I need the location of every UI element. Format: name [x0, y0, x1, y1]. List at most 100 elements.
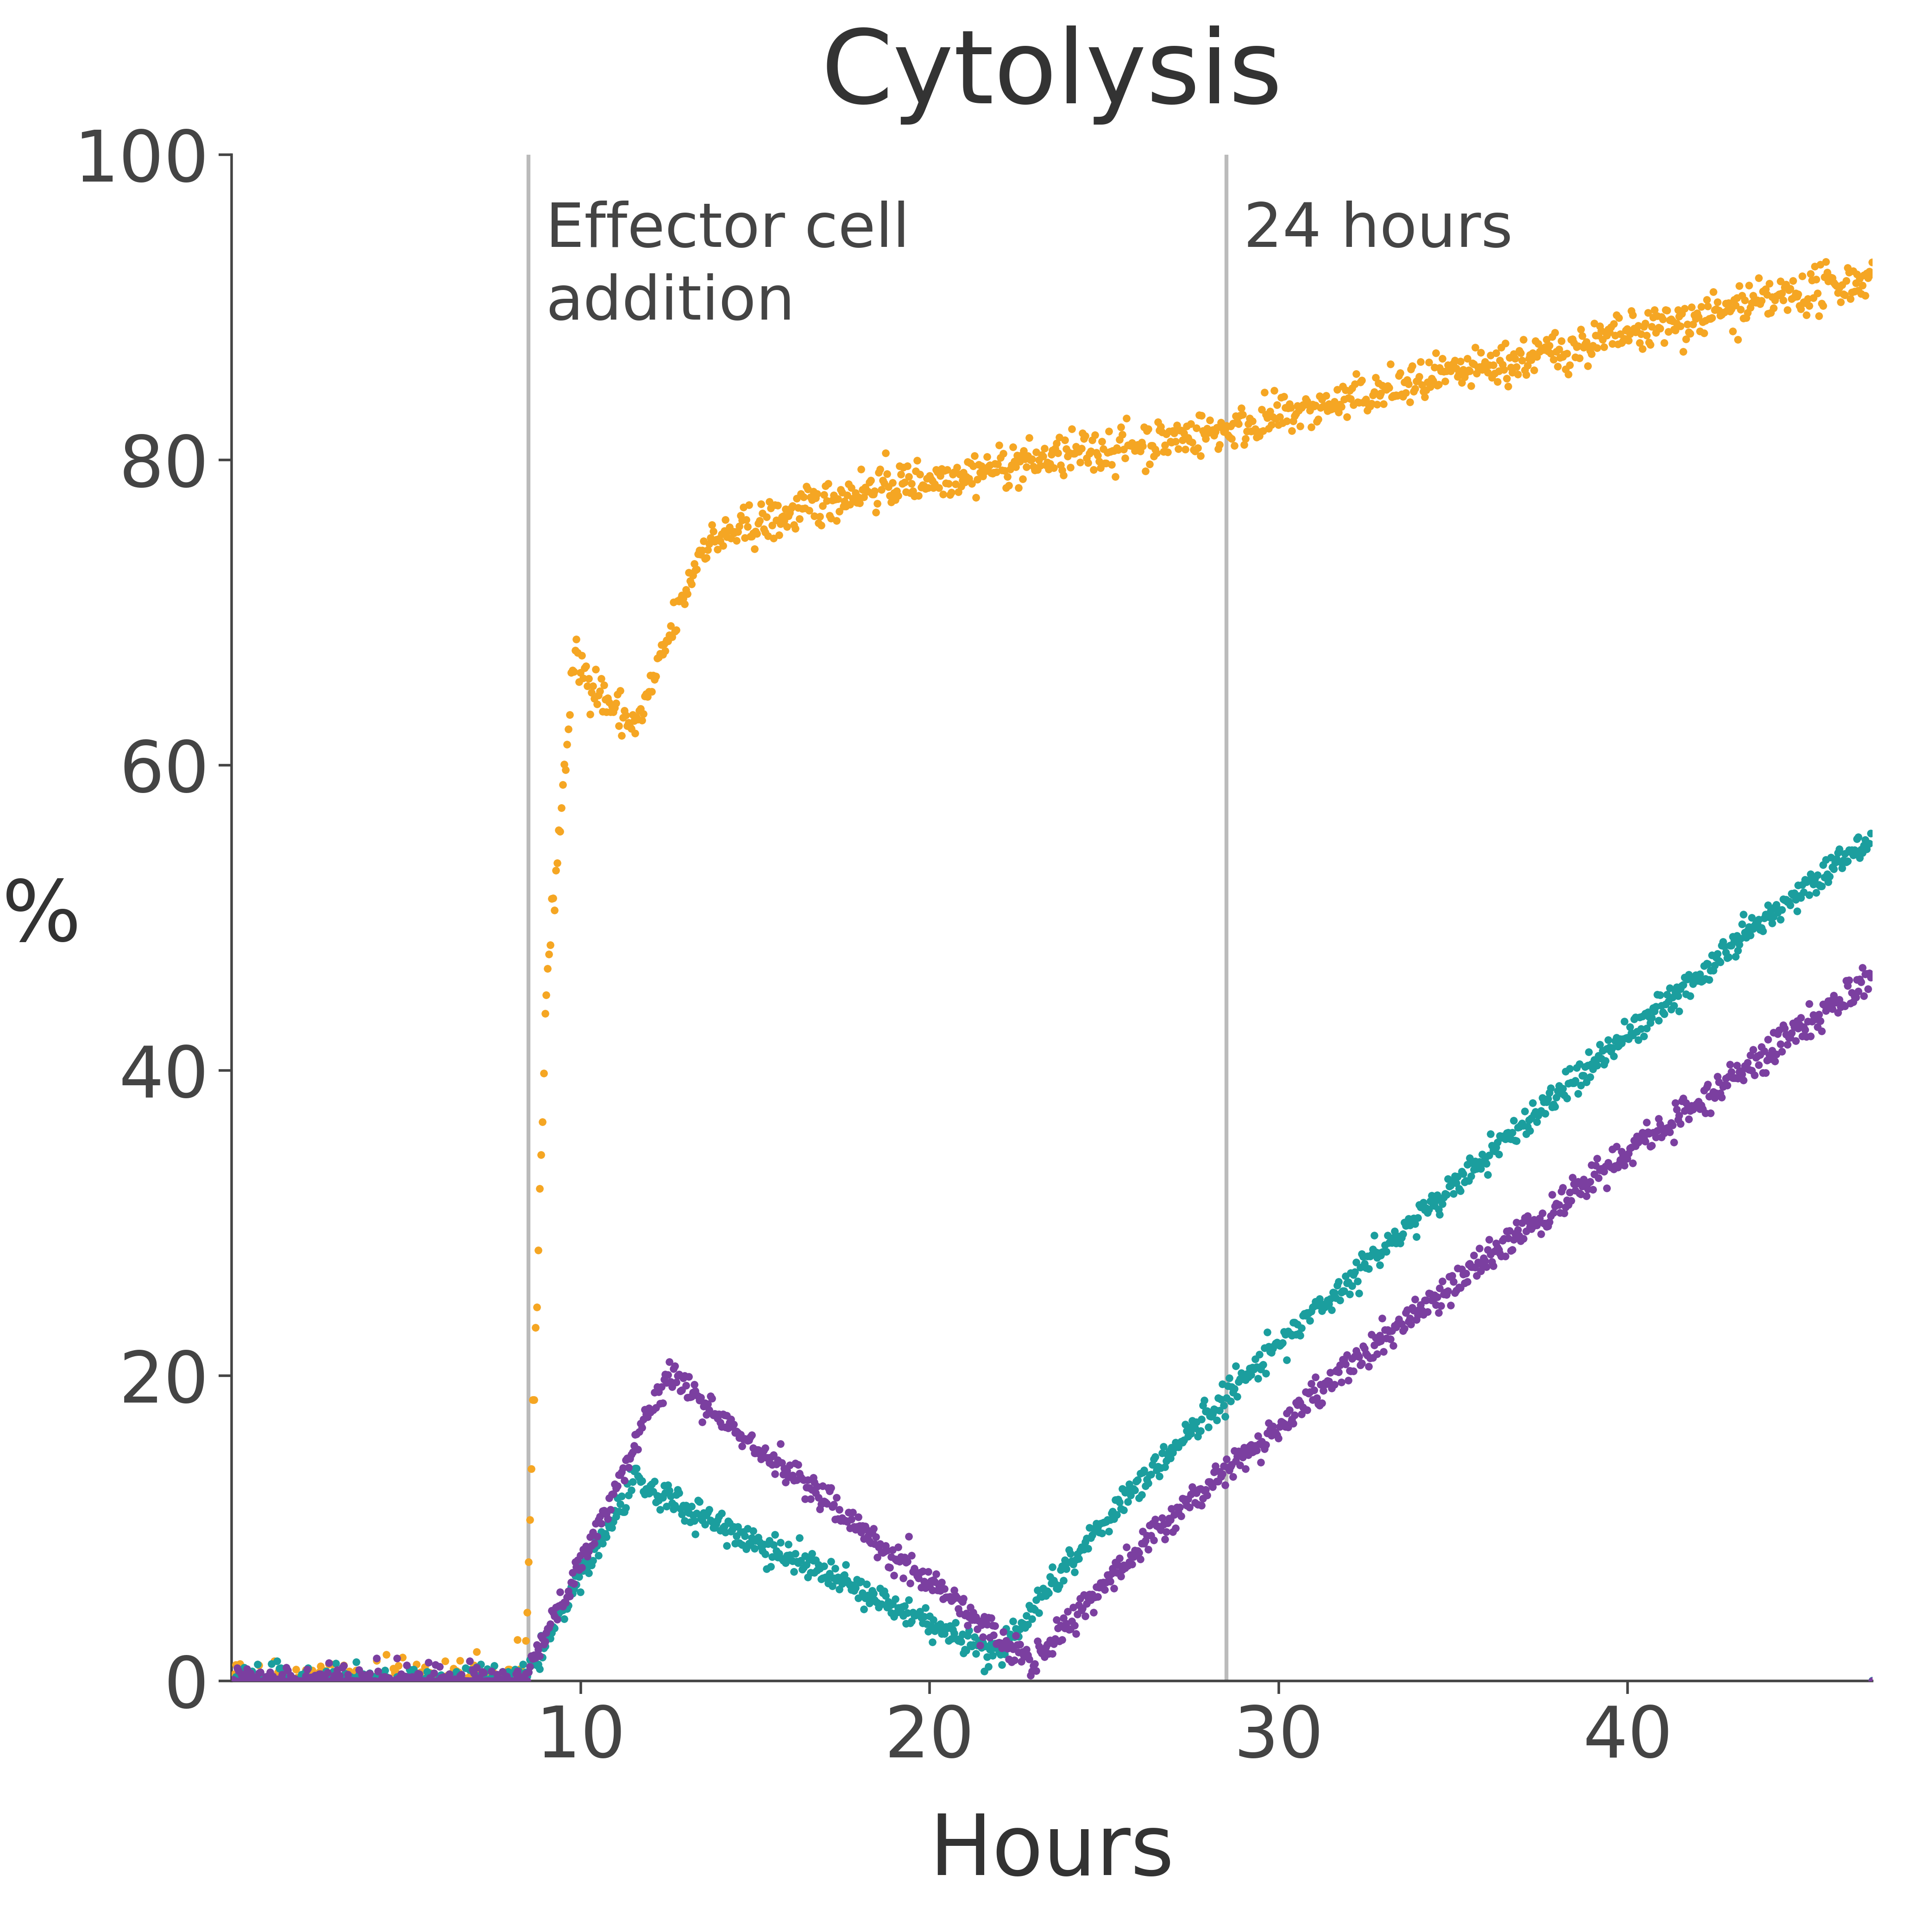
Point: [367, 1662, 398, 1692]
Point: [1608, 1140, 1639, 1171]
Point: [1529, 1086, 1559, 1117]
Point: [378, 1665, 409, 1696]
Point: [704, 526, 735, 556]
Point: [641, 643, 672, 674]
Point: [1662, 1105, 1693, 1136]
Point: [1768, 284, 1799, 315]
Point: [1492, 1117, 1523, 1148]
Point: [857, 1575, 888, 1605]
Point: [1262, 1327, 1293, 1358]
Point: [1563, 1179, 1594, 1209]
Point: [1548, 342, 1579, 373]
Point: [855, 1584, 886, 1615]
Point: [1310, 1368, 1341, 1399]
Point: [1368, 388, 1399, 419]
Point: [1168, 1484, 1199, 1515]
Point: [1642, 301, 1673, 332]
Point: [1065, 446, 1096, 477]
Point: [591, 696, 621, 726]
Point: [805, 1493, 836, 1524]
Point: [828, 1561, 859, 1592]
Point: [930, 1582, 961, 1613]
Point: [1031, 1633, 1062, 1663]
Point: [1855, 817, 1886, 848]
Point: [689, 1509, 720, 1540]
Point: [660, 614, 691, 645]
Point: [1793, 284, 1824, 315]
Point: [627, 1476, 658, 1507]
Point: [894, 462, 924, 493]
Point: [457, 1654, 488, 1685]
Point: [342, 1665, 372, 1696]
Point: [1330, 1349, 1361, 1379]
Point: [345, 1660, 376, 1690]
Point: [1507, 1223, 1538, 1254]
Point: [928, 1584, 959, 1615]
Point: [693, 1389, 724, 1420]
Point: [809, 479, 840, 510]
Point: [1469, 350, 1500, 381]
Point: [1629, 997, 1660, 1028]
Point: [1469, 1242, 1500, 1273]
Point: [786, 1546, 816, 1577]
Point: [867, 1588, 897, 1619]
Point: [1660, 978, 1691, 1009]
Point: [1179, 1488, 1210, 1519]
Point: [1038, 1629, 1069, 1660]
Point: [1785, 1003, 1816, 1034]
Point: [1013, 1644, 1044, 1675]
Point: [303, 1665, 334, 1696]
Point: [1741, 1041, 1772, 1072]
Point: [1181, 412, 1212, 442]
Point: [1803, 278, 1833, 309]
Point: [1071, 1588, 1102, 1619]
Point: [865, 1573, 896, 1604]
Point: [1577, 1175, 1608, 1206]
Point: [442, 1662, 473, 1692]
Point: [1806, 871, 1837, 902]
Point: [355, 1658, 386, 1689]
Point: [1050, 1553, 1081, 1584]
Point: [475, 1665, 506, 1696]
Point: [224, 1665, 255, 1696]
Point: [407, 1663, 438, 1694]
Point: [867, 466, 897, 497]
Point: [266, 1663, 297, 1694]
Point: [772, 1455, 803, 1486]
Point: [1073, 439, 1104, 469]
Point: [1197, 1399, 1227, 1430]
Point: [585, 1509, 616, 1540]
Point: [977, 1640, 1007, 1671]
Point: [1382, 1308, 1413, 1339]
Point: [1600, 321, 1631, 352]
Point: [1774, 885, 1805, 916]
Point: [1233, 1352, 1264, 1383]
Point: [660, 616, 691, 647]
Point: [1125, 1544, 1156, 1575]
Point: [1042, 1573, 1073, 1604]
Point: [731, 512, 762, 543]
Point: [1054, 437, 1085, 468]
Point: [1685, 1090, 1716, 1121]
Point: [1365, 379, 1395, 410]
Point: [1390, 377, 1420, 408]
Point: [928, 456, 959, 487]
Point: [1181, 1406, 1212, 1437]
Point: [807, 1563, 838, 1594]
Point: [872, 1586, 903, 1617]
Point: [1596, 328, 1627, 359]
Point: [1459, 1240, 1490, 1271]
Point: [1017, 1592, 1048, 1623]
Point: [1309, 390, 1339, 421]
Point: [500, 1654, 531, 1685]
Point: [1154, 1503, 1185, 1534]
Point: [1087, 1573, 1117, 1604]
Point: [1708, 931, 1739, 962]
Point: [1000, 452, 1031, 483]
Point: [1334, 1354, 1365, 1385]
Point: [1637, 1130, 1668, 1161]
Point: [1602, 328, 1633, 359]
Point: [620, 719, 650, 750]
Point: [363, 1665, 394, 1696]
Point: [1366, 1302, 1397, 1333]
